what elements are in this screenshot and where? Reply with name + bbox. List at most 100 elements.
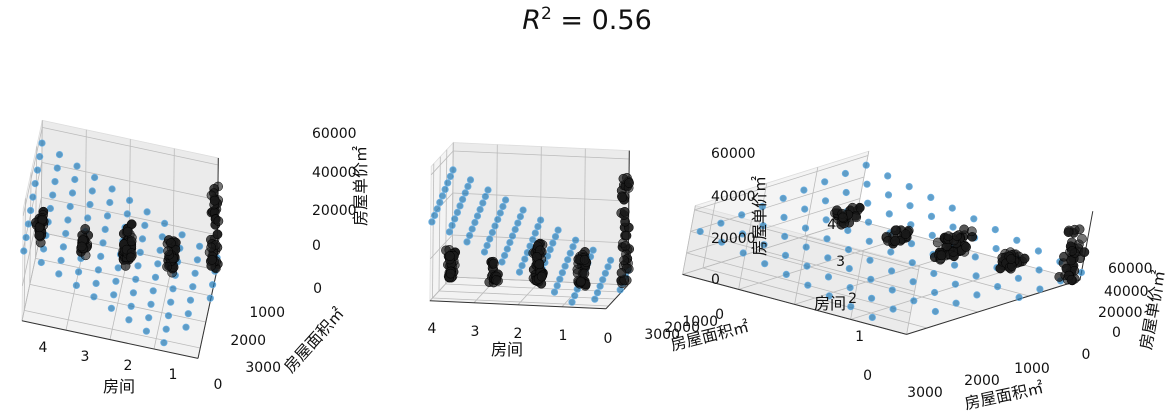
plane-point xyxy=(193,256,201,264)
plane-point xyxy=(846,283,854,292)
plane-point xyxy=(436,198,444,206)
y-axis-line xyxy=(605,284,629,310)
plane-point xyxy=(169,285,177,293)
plane-point xyxy=(164,312,173,320)
p0-x-tick: 1 xyxy=(169,367,178,383)
plane-point xyxy=(973,291,981,299)
plane-point xyxy=(825,292,833,300)
plane-point xyxy=(433,205,441,213)
plane-point xyxy=(593,289,602,297)
plane-point xyxy=(529,236,537,244)
plane-point xyxy=(182,323,190,331)
plane-point xyxy=(760,241,768,249)
gridline xyxy=(24,310,201,349)
gridline xyxy=(682,219,857,275)
plane-point xyxy=(823,235,831,243)
plane-point xyxy=(1077,268,1086,277)
observation-point xyxy=(80,224,91,234)
observation-point xyxy=(1067,246,1077,256)
gridline xyxy=(430,234,453,260)
plane-point xyxy=(718,238,726,246)
plane-point xyxy=(802,243,810,251)
plane-point xyxy=(781,251,790,259)
observation-point xyxy=(943,231,954,241)
title-r: R xyxy=(522,5,542,36)
plane-point xyxy=(167,298,175,306)
plane-point xyxy=(779,194,787,202)
plane-point xyxy=(515,268,524,276)
p2-z-tick: 40000 xyxy=(1104,284,1149,300)
plane-point xyxy=(444,179,452,187)
observation-point xyxy=(837,212,848,223)
plane-point xyxy=(531,229,539,237)
plane-point xyxy=(473,212,482,220)
p0-x-label: 房间 xyxy=(103,377,135,396)
observation-point xyxy=(1019,253,1030,264)
plane-point xyxy=(800,186,808,194)
observation-point xyxy=(624,178,634,188)
plane-point xyxy=(26,206,35,215)
gridline xyxy=(452,192,629,202)
p1-y-tick: 1000 xyxy=(682,314,718,330)
plane-point xyxy=(72,281,81,289)
p0-y-tick: 2000 xyxy=(230,333,266,349)
plane-point xyxy=(972,272,980,280)
gridline xyxy=(702,267,928,329)
plane-point xyxy=(186,296,195,304)
plane-point xyxy=(889,305,897,313)
plane-point xyxy=(606,256,615,264)
plane-point xyxy=(38,139,46,147)
observation-point xyxy=(579,254,590,265)
plane-point xyxy=(867,294,876,302)
observation-point xyxy=(536,271,547,282)
plane-point xyxy=(97,252,105,260)
plane-point xyxy=(103,212,112,220)
plane-point xyxy=(156,246,164,254)
observation-point xyxy=(900,229,911,240)
plane-point xyxy=(514,219,522,227)
plane-point xyxy=(1035,266,1043,274)
plane-point xyxy=(867,275,875,283)
p1-z-tick: 60000 xyxy=(711,146,756,162)
plane-point xyxy=(518,261,526,270)
plane-point xyxy=(549,239,557,247)
plane-point xyxy=(456,202,464,210)
observation-point xyxy=(125,252,136,263)
plane-point xyxy=(949,223,957,231)
p0-z-tick: 60000 xyxy=(312,126,357,142)
gridline xyxy=(22,197,42,286)
p0-x-tick: 2 xyxy=(124,358,133,374)
observation-point xyxy=(445,251,455,261)
plane-point xyxy=(992,245,1000,253)
plane-point xyxy=(951,280,960,288)
plane-point xyxy=(22,233,30,242)
plane-point xyxy=(824,254,832,262)
plane-point xyxy=(1013,236,1021,244)
plane-point xyxy=(566,249,574,257)
plane-point xyxy=(476,205,484,214)
z-axis-line xyxy=(1079,211,1094,281)
gridline xyxy=(29,172,32,285)
p2-z-tick: 60000 xyxy=(1108,261,1153,277)
plane-point xyxy=(907,240,916,248)
observation-point xyxy=(1077,233,1087,244)
observation-point xyxy=(445,268,456,279)
plane-point xyxy=(466,176,475,184)
gridline xyxy=(438,156,441,292)
observation-point xyxy=(620,240,631,251)
plane-point xyxy=(696,227,704,236)
plane-point xyxy=(449,166,457,174)
plane-point xyxy=(508,232,517,240)
y-axis-line xyxy=(906,279,1081,335)
plane-point xyxy=(178,231,186,239)
p1-y-tick: 2000 xyxy=(664,320,700,336)
observation-point xyxy=(213,216,224,226)
plane-point xyxy=(888,286,896,294)
plane-point xyxy=(154,260,162,268)
plane-point xyxy=(553,282,561,290)
plane-point xyxy=(66,202,74,211)
plane-point xyxy=(887,248,895,256)
plane-point xyxy=(503,245,511,253)
plane-point xyxy=(905,183,913,191)
plane-point xyxy=(191,269,199,277)
